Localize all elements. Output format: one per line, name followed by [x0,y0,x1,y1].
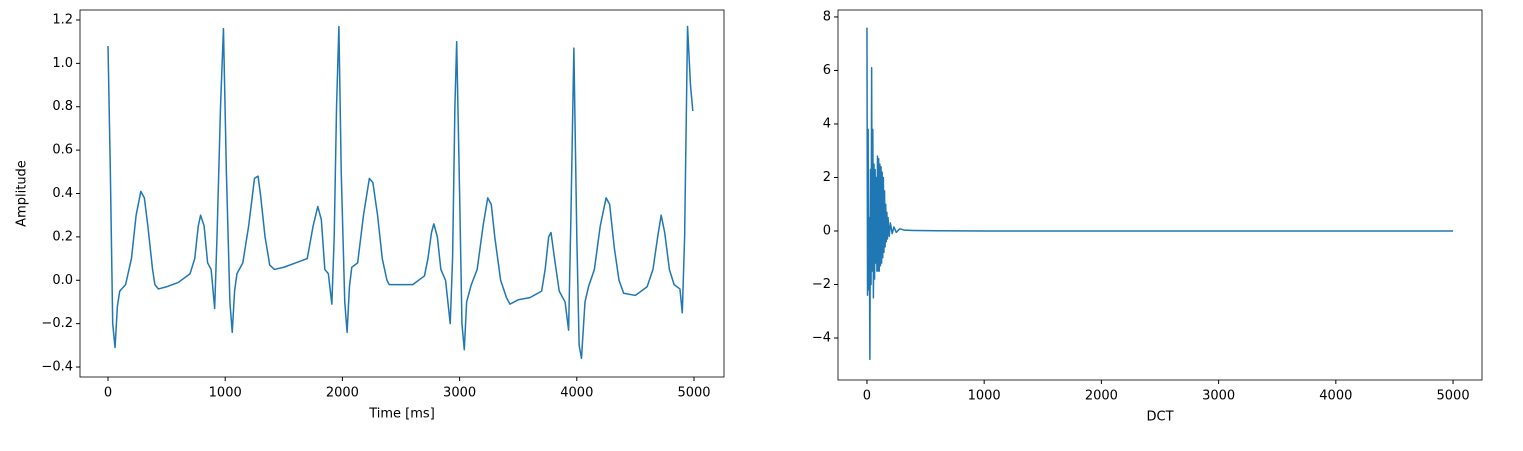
x-tick-label: 2000 [1085,389,1118,404]
x-tick-label: 5000 [1437,389,1470,404]
x-tick-label: 0 [863,389,871,404]
y-tick-label: 0.0 [52,273,73,288]
y-tick-label: −4 [812,330,831,345]
x-tick-label: 0 [104,386,112,401]
x-axis-label: Time [ms] [368,407,435,422]
y-tick-label: 2 [823,170,831,185]
axes-frame [837,9,1483,381]
line-series [866,27,1454,361]
x-tick-label: 2000 [326,386,359,401]
y-tick-label: −0.2 [41,316,73,331]
x-tick-label: 3000 [443,386,476,401]
y-tick-label: 6 [823,63,831,78]
x-tick-label: 3000 [1202,389,1235,404]
y-tick-label: 4 [823,116,831,131]
y-tick-label: 0.8 [52,99,73,114]
y-tick-label: 0 [823,223,831,238]
y-tick-label: 8 [823,9,831,24]
line-series [107,25,694,360]
axes-frame [79,9,725,378]
y-tick-label: 1.0 [52,56,73,71]
y-tick-label: −2 [812,277,831,292]
y-axis-label: Amplitude [15,160,30,227]
x-axis-label: DCT [1146,410,1173,425]
y-tick-label: 0.2 [52,229,73,244]
y-tick-label: −0.4 [41,360,73,375]
y-tick-label: 0.4 [52,186,73,201]
x-tick-label: 1000 [209,386,242,401]
x-tick-label: 4000 [560,386,593,401]
x-tick-label: 4000 [1319,389,1352,404]
x-tick-label: 5000 [677,386,710,401]
y-tick-label: 0.6 [52,143,73,158]
y-tick-label: 1.2 [52,12,73,27]
x-tick-label: 1000 [968,389,1001,404]
